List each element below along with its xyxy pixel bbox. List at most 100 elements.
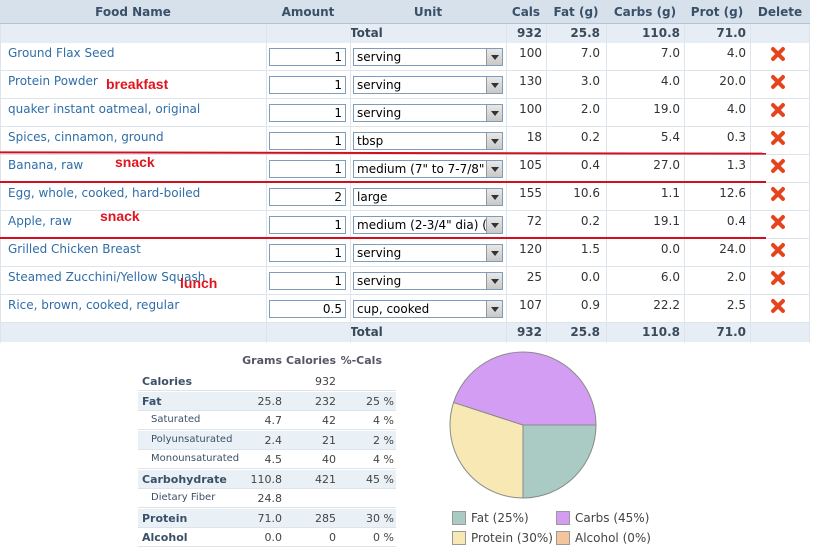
food-name-link[interactable]: Apple, raw (8, 214, 72, 228)
cals-value: 155 (519, 186, 542, 200)
summary-label: Protein (142, 511, 188, 525)
total-row-top: Total 932 25.8 110.8 71.0 (0, 24, 810, 43)
unit-select[interactable]: serving (353, 48, 503, 66)
cals-value: 130 (519, 74, 542, 88)
food-name-link[interactable]: Banana, raw (8, 158, 84, 172)
food-name-link[interactable]: Egg, whole, cooked, hard-boiled (8, 186, 201, 200)
chevron-down-icon[interactable] (486, 217, 502, 233)
unit-select[interactable]: medium (2-3/4" dia) (a (353, 216, 503, 234)
header-unit[interactable]: Unit (413, 5, 443, 19)
food-name-link[interactable]: Steamed Zucchini/Yellow Squash (8, 270, 206, 284)
summary-label: Dietary Fiber (151, 492, 216, 503)
summary-grams: 2.4 (264, 433, 283, 447)
prot-value: 1.3 (726, 158, 746, 172)
prot-value: 2.5 (726, 298, 746, 312)
carbs-value: 5.4 (660, 130, 680, 144)
unit-select[interactable]: serving (353, 244, 503, 262)
amount-input[interactable] (269, 300, 346, 318)
pie-slice-carbs (452, 351, 597, 426)
summary-calories: 932 (315, 375, 336, 388)
unit-select[interactable]: serving (353, 104, 503, 122)
chevron-down-icon[interactable] (486, 133, 502, 149)
prot-value: 0.4 (726, 214, 746, 228)
unit-select[interactable]: serving (353, 76, 503, 94)
header-prot[interactable]: Prot (g) (690, 5, 744, 19)
chevron-down-icon[interactable] (486, 77, 502, 93)
prot-value: 2.0 (726, 270, 746, 284)
total-cals: 932 (516, 325, 542, 339)
amount-input[interactable] (269, 244, 346, 262)
prot-value: 0.3 (726, 130, 746, 144)
cals-value: 18 (526, 130, 542, 144)
chevron-down-icon[interactable] (486, 161, 502, 177)
header-amount[interactable]: Amount (281, 5, 335, 19)
legend-swatch (452, 511, 466, 525)
total-carbs: 110.8 (642, 325, 680, 339)
unit-select[interactable]: cup, cooked (353, 300, 503, 318)
annotation-breakfast: breakfast (106, 76, 169, 92)
fat-value: 3.0 (580, 74, 600, 88)
amount-input[interactable] (269, 216, 346, 234)
delete-icon[interactable] (770, 270, 786, 286)
food-name-link[interactable]: Spices, cinnamon, ground (8, 130, 164, 144)
header-fat[interactable]: Fat (g) (553, 5, 599, 19)
delete-icon[interactable] (770, 158, 786, 174)
summary-grams: 24.8 (257, 492, 283, 505)
header-carbs[interactable]: Carbs (g) (613, 5, 677, 19)
delete-icon[interactable] (770, 242, 786, 258)
delete-icon[interactable] (770, 186, 786, 202)
total-cals: 932 (516, 26, 542, 40)
delete-icon[interactable] (770, 214, 786, 230)
amount-input[interactable] (269, 104, 346, 122)
chevron-down-icon[interactable] (486, 105, 502, 121)
chevron-down-icon[interactable] (486, 49, 502, 65)
carbs-value: 6.0 (660, 270, 680, 284)
summary-calories: 42 (322, 414, 336, 427)
summary-label: Alcohol (142, 531, 188, 544)
amount-input[interactable] (269, 272, 346, 290)
delete-icon[interactable] (770, 46, 786, 62)
amount-input[interactable] (269, 160, 346, 178)
chevron-down-icon[interactable] (486, 301, 502, 317)
food-row: Ground Flax Seed serving 100 7.0 7.0 4.0 (0, 43, 810, 71)
prot-value: 24.0 (719, 242, 746, 256)
cals-value: 72 (526, 214, 542, 228)
column-divider (606, 24, 607, 343)
amount-input[interactable] (269, 76, 346, 94)
column-divider (809, 24, 810, 343)
food-name-link[interactable]: Grilled Chicken Breast (8, 242, 141, 256)
legend-label: Protein (30%) (471, 531, 553, 545)
unit-selected-value: medium (7" to 7-7/8" lo (357, 162, 487, 176)
legend-label: Fat (25%) (471, 511, 529, 525)
summary-grams: 4.7 (264, 414, 283, 427)
unit-select[interactable]: tbsp (353, 132, 503, 150)
summary-row: Alcohol 0.0 0 0 % (138, 528, 396, 547)
fat-value: 0.0 (580, 270, 600, 284)
delete-icon[interactable] (770, 130, 786, 146)
unit-select[interactable]: serving (353, 272, 503, 290)
summary-row: Polyunsaturated 2.4 21 2 % (138, 430, 396, 450)
legend-swatch (556, 531, 570, 545)
legend-item-protein: Protein (30%) (452, 531, 553, 545)
table-header: Food Name Amount Unit Cals Fat (g) Carbs… (0, 0, 810, 24)
carbs-value: 7.0 (660, 46, 680, 60)
food-name-link[interactable]: Rice, brown, cooked, regular (8, 298, 180, 312)
amount-input[interactable] (269, 188, 346, 206)
chevron-down-icon[interactable] (486, 273, 502, 289)
unit-selected-value: serving (357, 78, 402, 92)
food-name-link[interactable]: Ground Flax Seed (8, 46, 115, 60)
amount-input[interactable] (269, 48, 346, 66)
delete-icon[interactable] (770, 74, 786, 90)
amount-input[interactable] (269, 132, 346, 150)
food-name-link[interactable]: Protein Powder (8, 74, 98, 88)
header-cals[interactable]: Cals (511, 5, 541, 19)
unit-select[interactable]: medium (7" to 7-7/8" lo (353, 160, 503, 178)
unit-select[interactable]: large (353, 188, 503, 206)
food-name-link[interactable]: quaker instant oatmeal, original (8, 102, 201, 116)
delete-icon[interactable] (770, 298, 786, 314)
cals-value: 120 (519, 242, 542, 256)
chevron-down-icon[interactable] (486, 245, 502, 261)
chevron-down-icon[interactable] (486, 189, 502, 205)
header-food-name[interactable]: Food Name (95, 5, 171, 19)
delete-icon[interactable] (770, 102, 786, 118)
